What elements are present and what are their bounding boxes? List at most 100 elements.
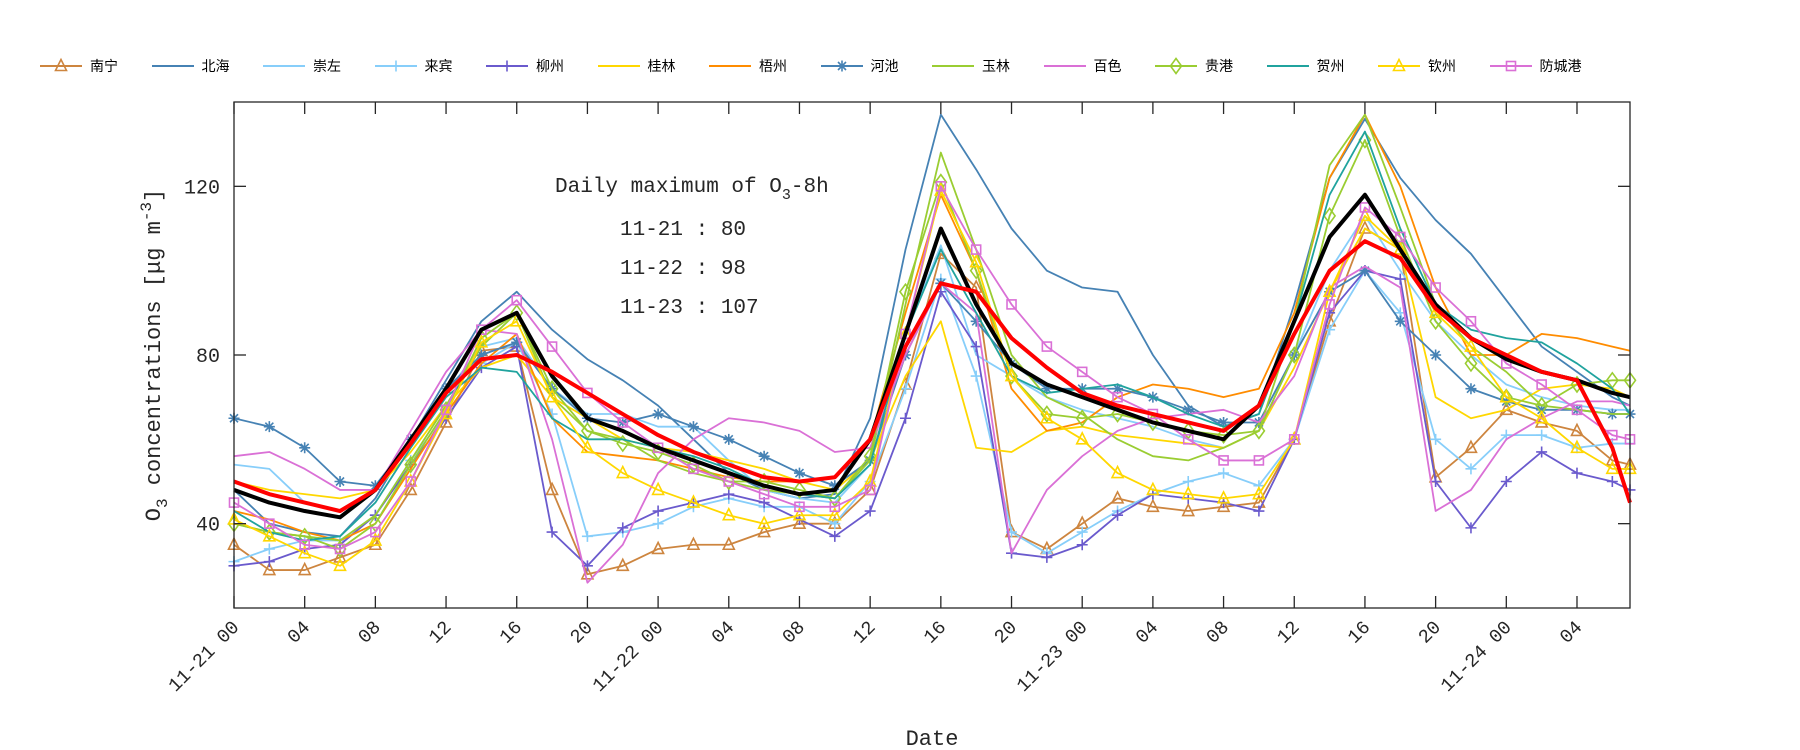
legend-marker-triangle-icon — [54, 57, 68, 72]
x-tick-label: 04 — [1556, 617, 1588, 649]
data-point-square — [723, 476, 735, 487]
data-point-diamond — [1323, 206, 1337, 225]
legend-swatch — [1155, 57, 1197, 75]
data-point-plus — [1182, 476, 1194, 487]
data-point-plus — [263, 556, 275, 568]
data-point-triangle — [580, 439, 595, 454]
data-point-plus — [581, 530, 593, 542]
y-tick-label: 40 — [196, 515, 220, 538]
data-point-asterisk — [475, 349, 487, 361]
series-玉林 — [233, 113, 1630, 542]
data-point-diamond — [1429, 312, 1443, 331]
data-point-square — [440, 404, 452, 416]
data-point-diamond — [1252, 422, 1266, 440]
data-point-square — [511, 294, 523, 306]
data-point-plus — [1253, 505, 1265, 517]
data-point-asterisk — [1182, 404, 1194, 416]
data-point-triangle — [545, 388, 559, 403]
data-point-square — [1324, 299, 1335, 310]
data-point-plus — [1076, 539, 1088, 551]
data-point-triangle — [1534, 409, 1549, 424]
legend-item-南宁: 南宁 — [38, 54, 150, 78]
legend-label: 贺州 — [1316, 59, 1345, 75]
data-point-triangle — [1605, 460, 1620, 475]
legend-swatch — [40, 57, 82, 72]
legend-item-钦州: 钦州 — [1376, 54, 1488, 78]
legend-item-崇左: 崇左 — [261, 54, 373, 78]
legend-swatch — [597, 65, 640, 67]
data-point-plus — [1394, 273, 1406, 285]
legend-label: 玉林 — [982, 59, 1010, 75]
data-point-square — [1394, 231, 1406, 243]
x-tick-label: 04 — [283, 617, 315, 649]
data-point-square — [970, 244, 982, 255]
legend-item-贵港: 贵港 — [1153, 54, 1265, 78]
legend-label: 柳州 — [536, 59, 564, 75]
data-point-square — [1288, 434, 1300, 445]
data-point-triangle — [1464, 439, 1478, 454]
data-point-plus — [263, 543, 275, 555]
plot-frame — [233, 101, 1631, 609]
data-point-plus — [864, 505, 876, 517]
data-point-plus — [1465, 463, 1477, 475]
data-point-plus — [1571, 467, 1583, 479]
data-point-diamond — [1075, 409, 1089, 428]
legend-marker-square-icon — [1505, 60, 1516, 72]
data-point-triangle — [1499, 388, 1514, 403]
data-point-diamond — [792, 481, 806, 499]
data-point-square — [688, 463, 699, 475]
legend-marker-diamond-icon — [1169, 57, 1183, 75]
legend-swatch — [374, 60, 417, 72]
data-point-square — [794, 501, 805, 513]
data-point-asterisk — [1430, 349, 1442, 361]
data-point-triangle — [262, 561, 277, 576]
data-point-plus — [546, 526, 558, 538]
data-point-plus — [829, 530, 841, 542]
legend-item-百色: 百色 — [1042, 54, 1154, 78]
data-point-asterisk — [1112, 383, 1124, 395]
data-point-triangle — [1146, 481, 1160, 496]
data-point-triangle — [969, 253, 983, 268]
data-point-plus — [652, 518, 664, 530]
legend-swatch — [1266, 65, 1309, 67]
data-point-asterisk — [369, 480, 381, 492]
legend-item-玉林: 玉林 — [930, 54, 1042, 78]
data-point-triangle — [686, 536, 701, 551]
x-tick-label: 12 — [849, 617, 881, 649]
legend-label: 贵港 — [1205, 59, 1233, 75]
x-tick-label: 04 — [1131, 617, 1163, 649]
data-point-plus — [970, 341, 982, 353]
data-point-square — [546, 341, 558, 352]
data-point-triangle — [545, 481, 559, 496]
data-point-triangle — [1216, 498, 1231, 513]
legend-marker-plus-icon — [390, 60, 401, 72]
legend-label: 崇左 — [313, 59, 341, 75]
data-point-plus — [1324, 324, 1336, 336]
legend-marker-plus-icon — [501, 60, 513, 72]
series-line-15 — [233, 239, 1632, 514]
series-line — [233, 239, 1632, 514]
x-tick-label: 20 — [990, 617, 1022, 649]
data-point-triangle — [1075, 431, 1089, 445]
legend-item-河池: 河池 — [819, 54, 931, 78]
data-point-plus — [1076, 526, 1088, 538]
annotation-line-2: 11-22 : 98 — [620, 258, 746, 281]
data-point-square — [1430, 282, 1441, 293]
series-line — [233, 265, 1631, 584]
series-line — [233, 192, 1631, 520]
data-point-square — [299, 539, 310, 551]
legend-swatch — [151, 65, 194, 67]
data-point-triangle — [1570, 439, 1584, 454]
data-point-square — [829, 501, 841, 513]
data-point-diamond — [899, 282, 912, 301]
data-point-diamond — [1499, 388, 1513, 407]
x-axis-label: Date — [906, 727, 959, 750]
data-point-triangle — [1110, 464, 1125, 479]
data-point-square — [264, 518, 275, 529]
y-tick-label: 120 — [184, 177, 220, 200]
data-point-triangle — [439, 405, 453, 420]
data-point-diamond — [1464, 354, 1478, 373]
legend-label: 钦州 — [1428, 59, 1456, 75]
legend-swatch — [932, 65, 974, 67]
data-point-square — [1006, 299, 1017, 310]
